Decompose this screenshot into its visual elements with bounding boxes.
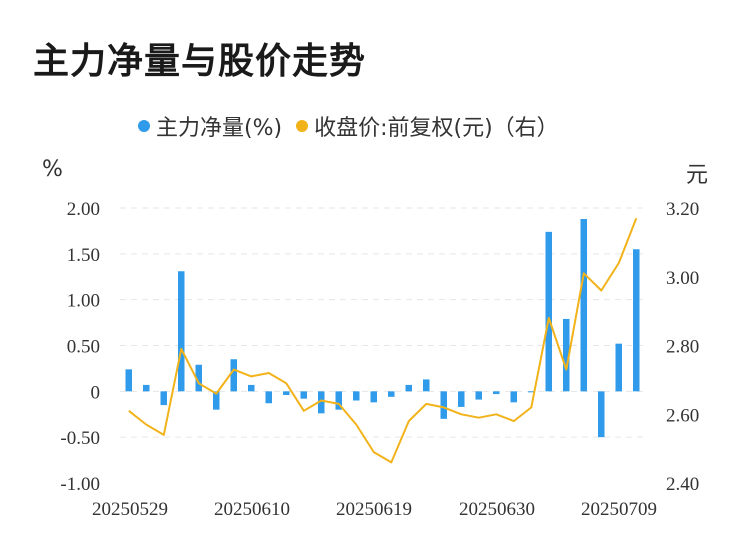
net-flow-bar <box>160 391 167 406</box>
net-flow-bar <box>318 391 325 414</box>
left-axis-tick: 0 <box>91 382 101 403</box>
left-axis-tick: 2.00 <box>67 199 100 220</box>
net-flow-bar <box>440 391 447 419</box>
x-axis-tick: 20250610 <box>214 499 290 520</box>
left-axis-tick: 1.00 <box>67 291 100 312</box>
net-flow-bar <box>335 391 342 410</box>
net-flow-bar <box>195 364 202 392</box>
legend-dot-icon <box>138 120 150 132</box>
right-axis-tick: 2.60 <box>666 405 699 426</box>
net-flow-bar <box>580 219 587 392</box>
legend-dot-icon <box>296 120 309 132</box>
net-flow-bar <box>458 391 465 407</box>
x-axis-tick: 20250630 <box>459 499 535 520</box>
net-flow-bar <box>615 343 622 392</box>
net-flow-bar <box>265 391 272 404</box>
net-flow-bar <box>213 391 220 410</box>
net-flow-bar <box>598 391 605 438</box>
net-flow-bar <box>563 318 570 392</box>
net-flow-bar <box>283 391 290 395</box>
x-axis-tick: 20250529 <box>92 499 168 520</box>
legend: 主力净量(%) 收盘价:前复权(元)（右） <box>138 110 573 142</box>
left-axis-tick: 1.50 <box>67 245 100 266</box>
net-flow-bar <box>493 391 500 395</box>
close-price-line <box>128 217 638 464</box>
legend-label-close-price: 收盘价:前复权(元)（右） <box>314 116 559 141</box>
left-axis-unit: % <box>42 157 63 182</box>
net-flow-bar <box>178 271 185 392</box>
right-axis-unit: 元 <box>686 163 709 188</box>
net-flow-bar <box>545 231 552 392</box>
net-flow-bar <box>633 249 640 392</box>
net-flow-bar <box>388 391 395 397</box>
net-flow-bar <box>475 391 482 400</box>
net-flow-bar <box>353 391 360 401</box>
legend-item-close-price[interactable]: 收盘价:前复权(元)（右） <box>296 110 559 142</box>
x-axis-tick: 20250709 <box>581 499 657 520</box>
net-flow-bar <box>125 369 132 392</box>
net-flow-bar <box>528 391 535 393</box>
left-axis-tick: 0.50 <box>67 337 100 358</box>
net-flow-bar <box>300 391 307 399</box>
x-axis-tick: 20250619 <box>336 499 412 520</box>
legend-item-net-flow[interactable]: 主力净量(%) <box>138 110 282 142</box>
right-axis-tick: 2.40 <box>666 474 699 495</box>
net-flow-bar <box>405 384 412 392</box>
net-flow-bar <box>230 359 237 392</box>
net-flow-bar <box>510 391 517 403</box>
net-flow-bar <box>423 379 430 392</box>
legend-label-net-flow: 主力净量(%) <box>156 116 283 141</box>
net-flow-bar <box>248 384 255 392</box>
right-axis-tick: 2.80 <box>666 337 699 358</box>
net-flow-bar <box>370 391 377 403</box>
right-axis-tick: 3.00 <box>666 268 699 289</box>
chart-title: 主力净量与股价走势 <box>33 41 367 82</box>
left-axis-tick: -0.50 <box>60 428 100 449</box>
left-axis-tick: -1.00 <box>60 474 100 495</box>
net-flow-bar <box>143 384 150 392</box>
right-axis-tick: 3.20 <box>666 199 699 220</box>
